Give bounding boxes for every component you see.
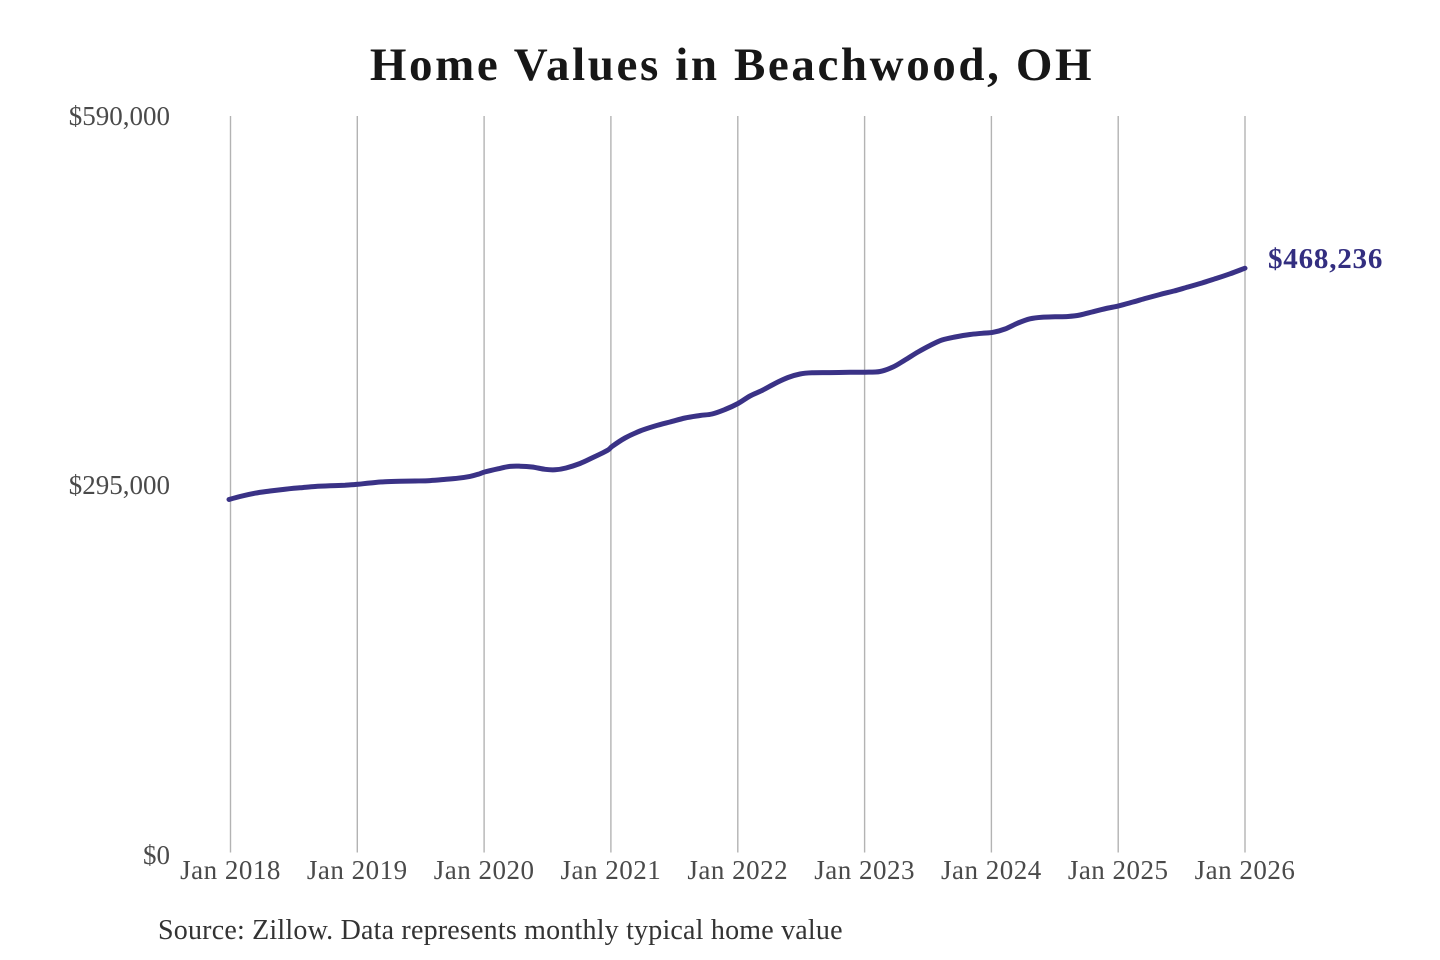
svg-text:$0: $0 — [143, 840, 170, 870]
svg-text:$295,000: $295,000 — [69, 470, 170, 500]
svg-text:Jan 2018: Jan 2018 — [180, 855, 281, 885]
svg-text:Jan 2020: Jan 2020 — [434, 855, 535, 885]
svg-text:Source: Zillow. Data represent: Source: Zillow. Data represents monthly … — [158, 915, 843, 946]
svg-text:Jan 2021: Jan 2021 — [561, 855, 662, 885]
svg-text:Home Values in Beachwood, OH: Home Values in Beachwood, OH — [370, 39, 1094, 91]
svg-text:Jan 2026: Jan 2026 — [1195, 855, 1296, 885]
svg-text:$468,236: $468,236 — [1268, 243, 1383, 275]
svg-text:Jan 2022: Jan 2022 — [687, 855, 788, 885]
svg-text:Jan 2023: Jan 2023 — [814, 855, 915, 885]
svg-text:Jan 2019: Jan 2019 — [307, 855, 408, 885]
svg-text:Jan 2024: Jan 2024 — [941, 855, 1042, 885]
svg-text:$590,000: $590,000 — [69, 101, 170, 131]
svg-text:Jan 2025: Jan 2025 — [1068, 855, 1169, 885]
